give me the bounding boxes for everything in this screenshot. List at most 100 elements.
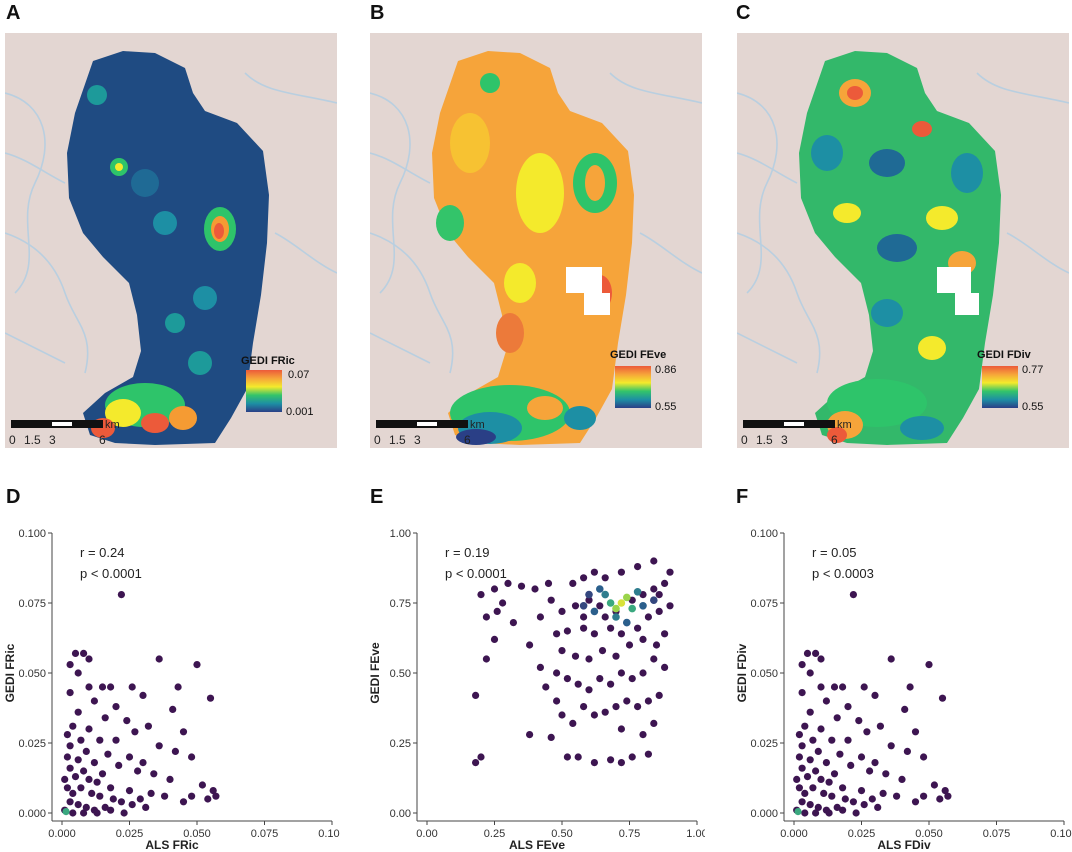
data-point <box>206 694 215 702</box>
data-point <box>806 669 814 677</box>
heat-spot <box>450 113 490 173</box>
data-point <box>569 579 577 587</box>
data-point-dense <box>623 618 631 627</box>
legend-min-label: 0.55 <box>1022 401 1043 413</box>
data-point <box>806 756 814 764</box>
data-point <box>112 703 120 711</box>
data-point-dense <box>623 593 631 602</box>
x-tick-label: 0.050 <box>915 828 943 840</box>
data-point <box>849 591 857 599</box>
data-point <box>90 759 98 767</box>
data-point <box>639 731 647 739</box>
data-point <box>107 683 115 691</box>
data-point <box>623 697 631 705</box>
scale-tick: 6 <box>99 433 106 447</box>
heat-spot <box>877 234 917 262</box>
data-point <box>74 708 82 716</box>
panel-letter-b: B <box>370 2 385 24</box>
river-line <box>737 332 798 364</box>
data-point <box>906 683 914 691</box>
data-point <box>911 798 920 806</box>
data-point <box>204 795 212 803</box>
data-point <box>580 574 588 582</box>
data-point <box>628 675 636 683</box>
x-axis-label: ALS FDiv <box>877 838 931 850</box>
data-point <box>179 728 188 736</box>
x-tick-label: 0.075 <box>251 828 279 840</box>
region-blobs <box>811 79 983 443</box>
study-area-region <box>67 51 269 445</box>
data-point <box>125 787 134 795</box>
data-point <box>601 708 609 716</box>
data-point <box>526 731 534 739</box>
data-point <box>801 809 809 817</box>
annotation-p: p < 0.0001 <box>445 566 507 581</box>
data-point-dense <box>650 596 658 604</box>
data-point-dense <box>601 590 609 599</box>
data-point <box>101 803 109 811</box>
data-point <box>563 627 571 635</box>
legend-max-label: 0.86 <box>655 364 676 376</box>
data-point <box>944 792 952 800</box>
data-point <box>69 809 77 817</box>
scale-unit: km <box>105 419 120 431</box>
data-point <box>558 711 566 719</box>
data-point <box>806 801 814 809</box>
data-point <box>634 703 642 711</box>
y-tick-label: 0.50 <box>390 668 411 680</box>
data-point <box>860 801 868 809</box>
data-point <box>866 767 874 775</box>
data-point <box>825 778 833 786</box>
x-axis-label: ALS FEve <box>509 838 565 850</box>
data-point <box>547 596 555 604</box>
data-point <box>98 683 107 691</box>
data-point <box>150 770 158 778</box>
data-point <box>499 599 507 607</box>
data-point <box>88 789 96 797</box>
y-axis-label: GEDI FDiv <box>735 643 749 702</box>
data-point <box>117 798 125 806</box>
y-axis-label: GEDI FRic <box>3 643 17 702</box>
y-tick-label: 0.050 <box>18 668 46 680</box>
data-point <box>809 784 817 792</box>
data-point <box>193 661 201 669</box>
data-point <box>833 803 841 811</box>
legend-color-ramp <box>982 366 1018 408</box>
data-point <box>144 722 152 730</box>
heat-spot <box>105 399 141 427</box>
data-point <box>812 767 820 775</box>
data-point <box>809 736 817 744</box>
river-line <box>244 72 337 104</box>
data-point-dense <box>612 613 620 621</box>
data-point <box>849 798 857 806</box>
heat-spot <box>436 205 464 241</box>
data-point <box>882 770 890 778</box>
data-point <box>74 756 82 764</box>
data-point-dense <box>585 590 593 599</box>
data-point <box>71 773 80 781</box>
data-point <box>661 579 669 587</box>
data-point <box>920 792 928 800</box>
data-point <box>634 624 642 632</box>
data-point <box>639 669 647 677</box>
scale-tick: 1.5 <box>389 433 406 447</box>
map-feve-svg: km 0 1.5 3 6 GEDI FEve 0.86 0.55 <box>370 33 702 448</box>
x-tick-label: 0.25 <box>484 828 505 840</box>
data-point <box>490 635 499 643</box>
data-point <box>644 697 652 705</box>
data-point <box>871 691 879 699</box>
data-point <box>80 649 88 657</box>
data-point <box>171 747 179 755</box>
data-point <box>109 795 117 803</box>
data-point <box>617 630 625 638</box>
data-point <box>209 787 217 795</box>
panel-letter-f: F <box>736 486 749 508</box>
scale-bar-segment <box>52 422 72 426</box>
data-point <box>542 683 550 691</box>
heat-spot <box>585 165 605 201</box>
nodata-patch <box>937 267 971 293</box>
data-point <box>71 649 80 657</box>
data-point <box>634 563 642 571</box>
scale-tick: 1.5 <box>24 433 41 447</box>
data-point <box>574 680 582 688</box>
